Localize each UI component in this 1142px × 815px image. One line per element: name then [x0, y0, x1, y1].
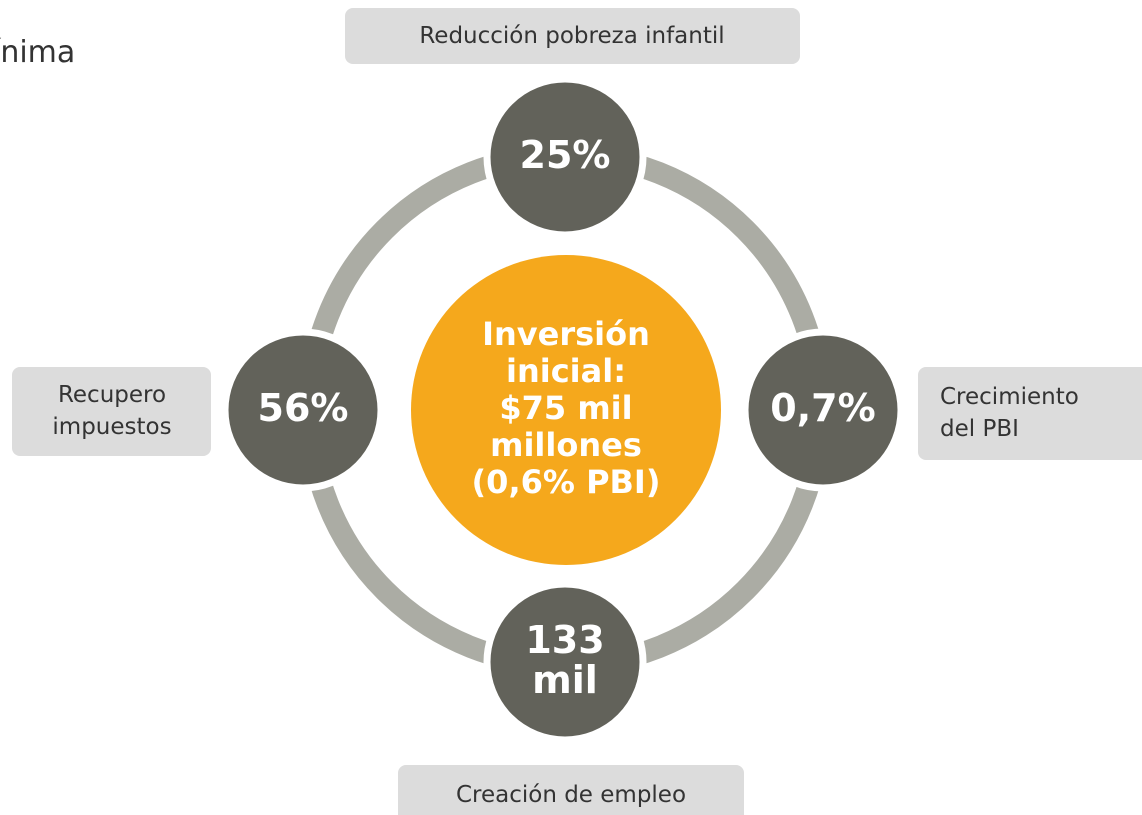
node-value-line: 0,7%: [770, 386, 875, 430]
center-circle: [411, 255, 721, 565]
node-circle: [221, 328, 385, 492]
node-circle: [483, 75, 647, 239]
node-value: 25%: [520, 133, 611, 177]
node-value-line: mil: [532, 658, 598, 702]
node-value: 0,7%: [770, 386, 875, 430]
node-value-line: 25%: [520, 133, 611, 177]
node-label-line: del PBI: [940, 416, 1019, 442]
node-value: 56%: [258, 386, 349, 430]
label-box: [12, 367, 211, 456]
node-label: Creación de empleo: [456, 782, 686, 808]
node-label: Recupero impuestos: [52, 382, 171, 440]
label-box: [918, 367, 1142, 460]
node-label-line: Creación de empleo: [456, 782, 686, 808]
node-label-line: Recupero: [58, 382, 166, 408]
label-box: [398, 765, 744, 815]
node-label-line: Crecimiento: [940, 384, 1079, 410]
center-text-line: (0,6% PBI): [472, 463, 661, 501]
node-value-line: 56%: [258, 386, 349, 430]
center-text-line: $75 mil: [499, 389, 632, 427]
node-label: Reducción pobreza infantil: [419, 23, 724, 49]
node-circle: [483, 580, 647, 744]
node-label: Crecimiento del PBI: [940, 384, 1079, 442]
node-label-line: Reducción pobreza infantil: [419, 23, 724, 49]
center-text-line: millones: [490, 426, 642, 464]
node-circle: [741, 328, 905, 492]
center-text-line: inicial:: [506, 352, 626, 390]
node-label-line: impuestos: [52, 414, 171, 440]
center-text-line: Inversión: [482, 315, 650, 353]
center-text: Inversión inicial: $75 mil millones (0,6% PB…: [472, 315, 661, 501]
node-value: 133 mil: [525, 618, 604, 702]
node-value-line: 133: [525, 618, 604, 662]
title-fragment: ínima: [0, 35, 75, 70]
label-box: [345, 8, 800, 64]
